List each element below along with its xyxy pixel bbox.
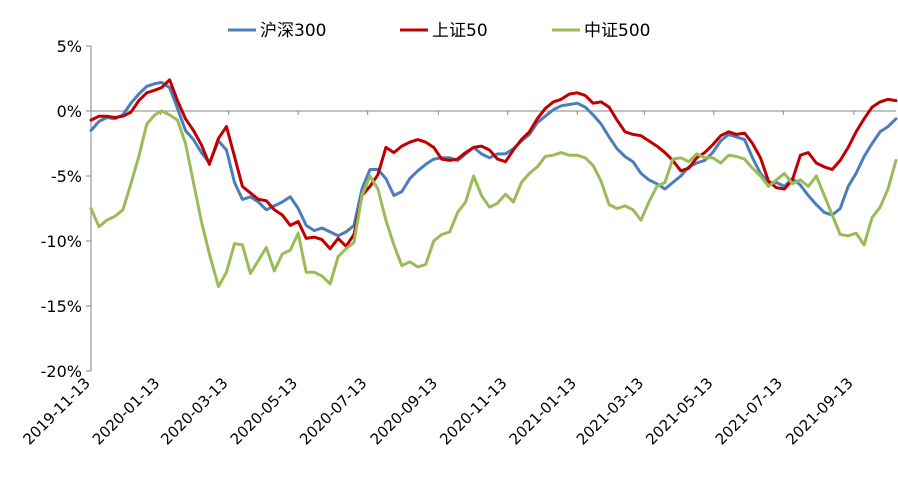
y-axis: 5% 0% -5% -10% -15% -20% xyxy=(41,37,92,381)
series-line-3 xyxy=(89,109,898,288)
y-tick-label: -20% xyxy=(41,362,82,381)
x-tick-label: 2021-09-13 xyxy=(782,374,856,448)
x-tick-label: 2021-07-13 xyxy=(712,374,786,448)
x-tick-label: 2020-07-13 xyxy=(296,374,370,448)
legend-label: 沪深300 xyxy=(260,21,326,41)
chart-legend: 沪深300 上证50 中证500 xyxy=(228,21,650,41)
x-tick-label: 2020-09-13 xyxy=(367,374,441,448)
legend-label: 上证50 xyxy=(432,21,488,41)
x-tick-label: 2021-03-13 xyxy=(573,374,647,448)
x-tick-label: 2019-11-13 xyxy=(19,374,93,448)
legend-label: 中证500 xyxy=(584,21,650,41)
x-tick-label: 2021-01-13 xyxy=(506,374,580,448)
x-tick-label: 2020-03-13 xyxy=(157,374,231,448)
y-tick-label: -10% xyxy=(41,232,82,251)
y-tick-label: 5% xyxy=(57,37,82,56)
series-line-2 xyxy=(89,78,898,251)
x-tick-label: 2020-01-13 xyxy=(89,374,163,448)
y-tick-label: 0% xyxy=(57,102,82,121)
plot-area xyxy=(89,78,898,288)
y-tick-label: -5% xyxy=(51,167,82,186)
x-tick-label: 2021-05-13 xyxy=(642,374,716,448)
x-tick-label: 2020-05-13 xyxy=(227,374,301,448)
y-tick-label: -15% xyxy=(41,297,82,316)
x-tick-label: 2020-11-13 xyxy=(436,374,510,448)
